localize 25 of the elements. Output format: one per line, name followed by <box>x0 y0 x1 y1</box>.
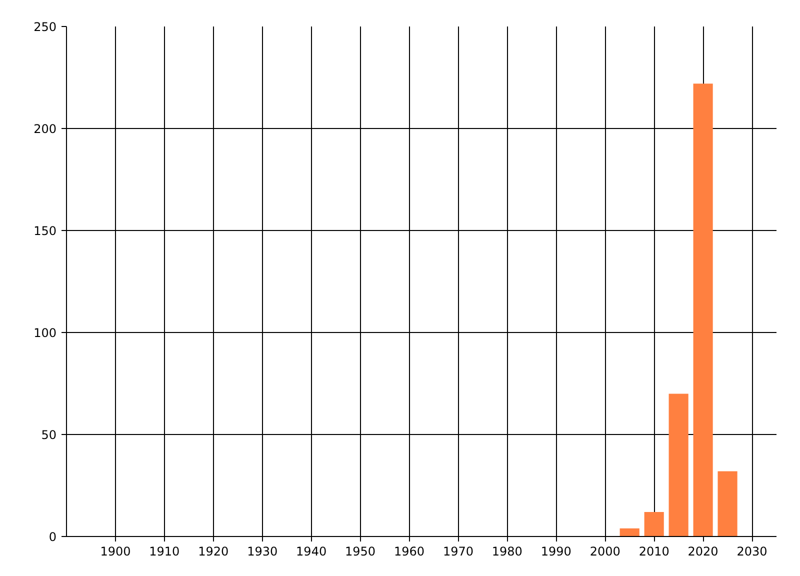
bar <box>620 528 640 536</box>
x-tick-label: 1970 <box>442 544 474 558</box>
y-tick-label: 200 <box>34 122 56 136</box>
bar <box>644 512 664 536</box>
x-tick-label: 1950 <box>345 544 376 558</box>
x-tick-label: 1930 <box>247 544 278 558</box>
y-tick-label: 150 <box>34 224 56 238</box>
y-tick-label: 100 <box>34 326 56 340</box>
x-tick-label: 2000 <box>590 544 620 558</box>
x-tick-label: 1940 <box>296 544 327 558</box>
x-tick-label: 1920 <box>198 544 229 558</box>
x-tick-label: 1980 <box>492 544 522 558</box>
bar <box>693 84 713 536</box>
bar <box>668 394 688 536</box>
bar <box>718 471 738 536</box>
x-tick-label: 1900 <box>100 544 131 558</box>
x-tick-label: 1910 <box>149 544 180 558</box>
x-tick-label: 2010 <box>638 544 670 558</box>
x-tick-label: 2030 <box>736 544 768 558</box>
y-tick-label: 250 <box>34 20 56 34</box>
y-tick-label: 0 <box>48 530 57 544</box>
y-tick-label: 50 <box>41 428 57 442</box>
x-tick-label: 1990 <box>540 544 572 558</box>
x-tick-label: 1960 <box>394 544 425 558</box>
x-tick-label: 2020 <box>688 544 718 558</box>
